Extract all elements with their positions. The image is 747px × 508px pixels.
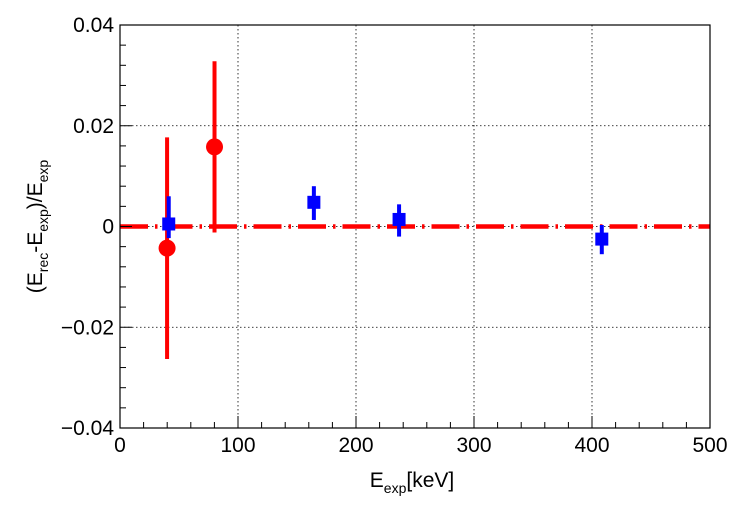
data-point: [162, 217, 176, 231]
x-axis-title: Eexp[keV]: [370, 469, 454, 496]
axes: 0 100 200 300 400 500 −0.04 −0.02 0 0.02 0.04: [61, 14, 728, 457]
x-tick-label: 0: [114, 434, 126, 457]
data-point: [307, 195, 321, 209]
x-tick-label: 400: [574, 434, 609, 457]
data-point: [595, 232, 609, 246]
x-tick-label: 500: [692, 434, 727, 457]
y-tick-label: 0.04: [73, 14, 114, 37]
x-tick-label: 200: [338, 434, 373, 457]
y-axis-title: (Erec-Eexp)/Eexp: [24, 160, 51, 294]
y-tick-label: −0.04: [61, 417, 114, 440]
data-point: [158, 239, 176, 257]
y-tick-label: 0: [102, 216, 114, 239]
series-red: [158, 61, 224, 359]
data-point: [206, 138, 224, 156]
x-tick-label: 100: [220, 434, 255, 457]
series-blue: [162, 186, 609, 255]
series-group: [158, 61, 609, 359]
x-tick-label: 300: [456, 434, 491, 457]
y-tick-label: 0.02: [73, 115, 114, 138]
y-tick-label: −0.02: [61, 316, 114, 339]
data-point: [392, 212, 406, 226]
